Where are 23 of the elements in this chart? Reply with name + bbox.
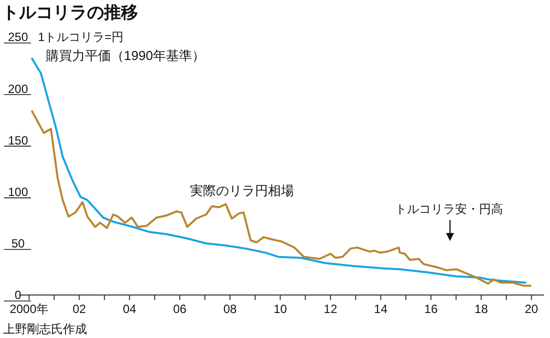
y-axis-title: 1トルコリラ=円	[38, 30, 124, 44]
y-tick-label: 200	[8, 82, 28, 96]
text: 上野剛志氏作成	[3, 322, 87, 336]
x-tick-label: 18	[474, 302, 488, 316]
line-series	[31, 110, 532, 287]
chart-title: トルコリラの推移	[2, 3, 138, 22]
y-tick-label: 150	[8, 133, 28, 148]
x-tick-label: 02	[72, 302, 86, 316]
x-tick-label: 20	[524, 302, 538, 316]
x-tick-label: 04	[122, 302, 137, 316]
x-tick-label: 06	[173, 302, 187, 316]
x-tick-label: 16	[424, 302, 438, 316]
series-label: 購買力平価（1990年基準）	[46, 48, 205, 63]
series-label: 実際のリラ円相場	[190, 183, 294, 198]
x-tick-label: 14	[374, 302, 388, 316]
x-tick-label: 12	[324, 302, 338, 316]
y-tick-label: 250	[8, 30, 28, 44]
x-tick-label: 08	[223, 302, 237, 316]
y-tick-label: 100	[8, 185, 28, 199]
annotation: トルコリラ安・円高	[395, 202, 503, 216]
x-tick-label: 10	[274, 302, 288, 316]
x-tick-label: 2000年	[10, 302, 48, 316]
y-tick-label: 50	[11, 236, 25, 251]
